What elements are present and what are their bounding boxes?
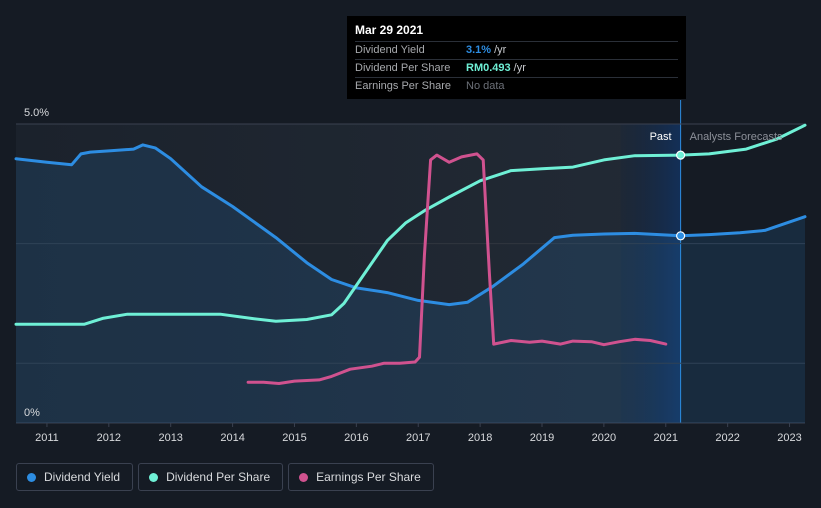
tooltip-value: RM0.493 (466, 62, 511, 74)
legend-label: Dividend Yield (44, 470, 121, 484)
tooltip-unit: /yr (513, 62, 526, 74)
tooltip-unit: /yr (494, 44, 507, 56)
x-tick-label: 2021 (654, 432, 678, 444)
x-tick-label: 2023 (777, 432, 801, 444)
tooltip-label: Earnings Per Share (355, 80, 451, 92)
legend-dot-icon (27, 472, 36, 482)
legend-item-dividend-per-share[interactable]: Dividend Per Share (138, 463, 284, 491)
legend-label: Earnings Per Share (316, 470, 421, 484)
tooltip-row-earnings-per-share: Earnings Per Share No data (355, 78, 678, 95)
tooltip-date: Mar 29 2021 (355, 23, 678, 42)
tooltip-value: 3.1% (466, 44, 492, 56)
x-tick-label: 2016 (344, 432, 368, 444)
tooltip: Mar 29 2021 Dividend Yield 3.1% /yr Divi… (347, 16, 686, 99)
x-tick-label: 2020 (592, 432, 616, 444)
x-tick-label: 2017 (406, 432, 430, 444)
x-tick-label: 2022 (715, 432, 739, 444)
past-region (16, 124, 681, 423)
tooltip-row-dividend-yield: Dividend Yield 3.1% /yr (355, 42, 678, 60)
x-tick-label: 2019 (530, 432, 554, 444)
x-tick-label: 2012 (97, 432, 121, 444)
x-tick-label: 2013 (158, 432, 182, 444)
dividend-yield-marker (676, 231, 686, 241)
dividend-chart: 5.0% 0% 2011 2012 2013 2014 2015 2016 2017 2018 20… (14, 100, 807, 444)
legend-dot-icon (299, 472, 309, 482)
tooltip-value: No data (466, 80, 505, 92)
tooltip-label: Dividend Yield (355, 44, 425, 56)
legend: Dividend Yield Dividend Per Share Earnin… (16, 463, 434, 491)
x-tick-label: 2018 (468, 432, 492, 444)
y-tick-label: 5.0% (24, 107, 49, 119)
dividend-yield-area (16, 144, 805, 423)
legend-item-earnings-per-share[interactable]: Earnings Per Share (288, 463, 434, 491)
earnings-per-share-line (246, 152, 668, 385)
tooltip-label: Dividend Per Share (355, 62, 451, 74)
dividend-per-share-marker (676, 150, 686, 160)
tooltip-row-dividend-per-share: Dividend Per Share RM0.493 /yr (355, 60, 678, 78)
y-tick-label: 0% (24, 407, 40, 419)
dividend-per-share-line (14, 123, 807, 326)
hover-highlight (620, 124, 681, 423)
x-tick-label: 2015 (282, 432, 306, 444)
forecast-label: Analysts Forecasts (690, 131, 783, 143)
legend-dot-icon (149, 472, 159, 482)
past-label: Past (650, 131, 672, 143)
x-tick-label: 2014 (220, 432, 244, 444)
legend-item-dividend-yield[interactable]: Dividend Yield (16, 463, 134, 491)
legend-label: Dividend Per Share (166, 470, 271, 484)
x-tick-label: 2011 (35, 432, 59, 444)
